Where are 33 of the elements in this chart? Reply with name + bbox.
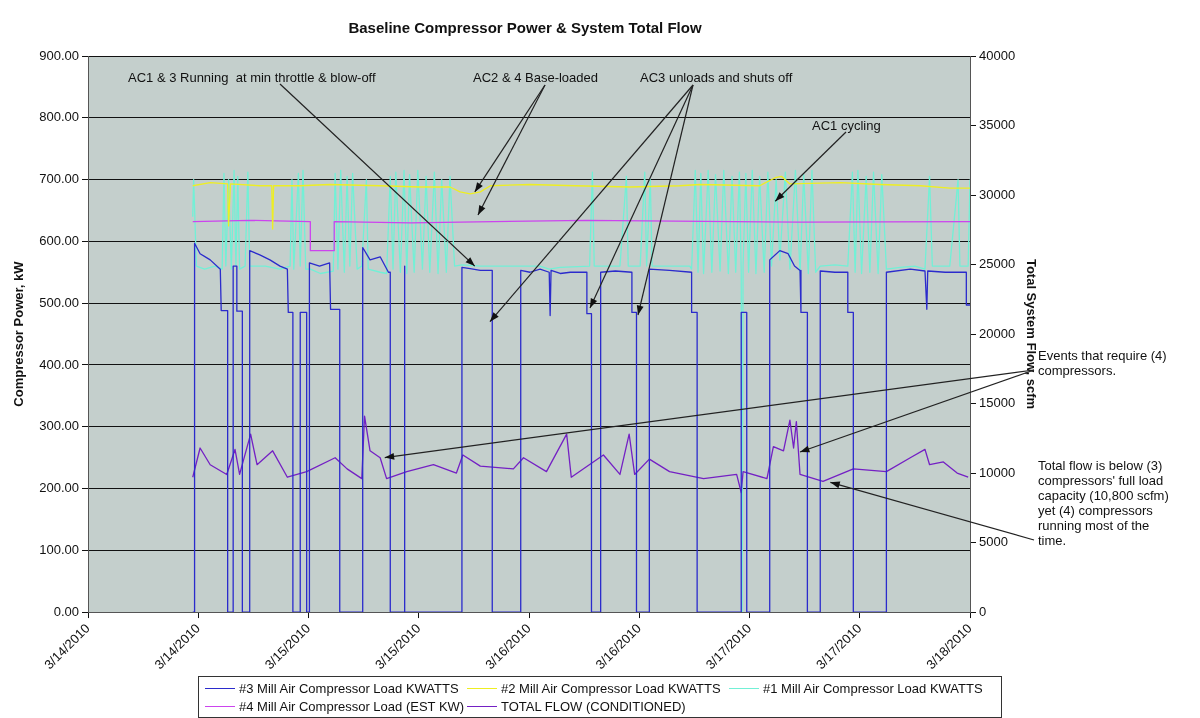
y2-tick-label: 20000 — [979, 325, 1016, 341]
annotation: AC2 & 4 Base-loaded — [473, 69, 599, 85]
y-tick-label: 0.00 — [53, 603, 79, 619]
y2-tick-label: 15000 — [979, 395, 1016, 411]
annotation: Total flow is below (3) compressors' full load capacity (10,800 scfm) yet (4) compressors running most of the time. — [1038, 457, 1169, 548]
y2-tick-label: 40000 — [979, 47, 1016, 63]
annotation: AC1 cycling — [812, 117, 881, 133]
y2-tick-label: 25000 — [979, 256, 1016, 272]
y2-tick-label: 10000 — [979, 464, 1016, 480]
y-tick-label: 500.00 — [39, 294, 79, 310]
y-tick-label: 400.00 — [39, 356, 79, 372]
annotation: AC1 & 3 Running at min throttle & blow-off — [128, 69, 376, 85]
annotation: Events that require (4) compressors. — [1038, 347, 1167, 378]
legend-label: #2 Mill Air Compressor Load KWATTS — [501, 680, 721, 696]
y2-axis-title: Total System Flow, scfm — [1023, 258, 1039, 410]
legend-label: #4 Mill Air Compressor Load (EST KW) — [239, 698, 465, 714]
y-tick-label: 700.00 — [39, 171, 79, 187]
y2-tick-label: 35000 — [979, 117, 1016, 133]
y-tick-label: 100.00 — [39, 541, 79, 557]
legend-label: #3 Mill Air Compressor Load KWATTS — [239, 680, 459, 696]
y2-tick-label: 5000 — [979, 534, 1008, 550]
y2-tick-label: 0 — [979, 603, 987, 619]
y-tick-label: 600.00 — [39, 232, 79, 248]
y-tick-label: 300.00 — [39, 418, 79, 434]
y-tick-label: 200.00 — [39, 480, 79, 496]
legend-label: #1 Mill Air Compressor Load KWATTS — [763, 680, 983, 696]
chart-title: Baseline Compressor Power & System Total Flow — [348, 19, 702, 37]
y-tick-label: 900.00 — [39, 47, 79, 63]
y-axis-title: Compressor Power, kW — [11, 260, 27, 407]
legend-label: TOTAL FLOW (CONDITIONED) — [501, 698, 686, 714]
annotation: AC3 unloads and shuts off — [640, 69, 793, 85]
y-tick-label: 800.00 — [39, 109, 79, 125]
y2-tick-label: 30000 — [979, 186, 1016, 202]
